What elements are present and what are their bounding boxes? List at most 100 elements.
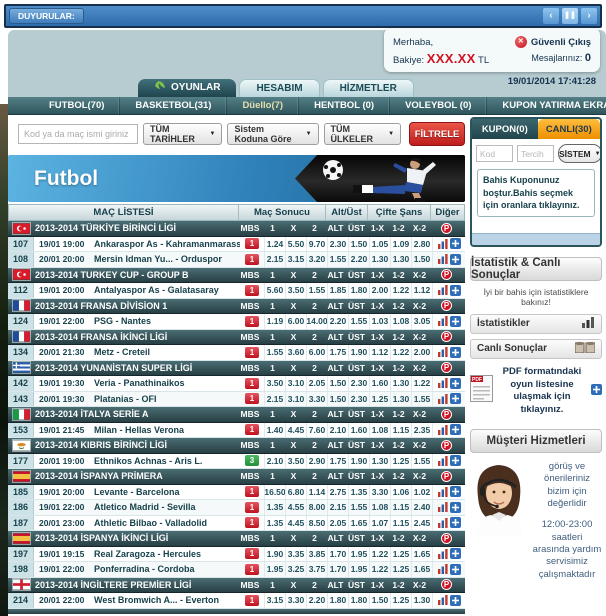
odd-üst[interactable]: 1.95 <box>348 546 369 561</box>
tab-kupon[interactable]: KUPON(0) <box>472 119 538 139</box>
match-teams[interactable]: Antalyaspor As - Galatasaray <box>94 285 219 296</box>
odd-alt[interactable]: 1.70 <box>327 546 348 561</box>
odd-2[interactable]: 9.70 <box>306 236 327 251</box>
odd-alt[interactable]: 1.50 <box>327 376 348 391</box>
odd-alt[interactable]: 1.80 <box>327 593 348 608</box>
odd-1-x[interactable]: 1.07 <box>369 515 390 530</box>
odd-alt[interactable]: 1.55 <box>327 252 348 267</box>
match-teams[interactable]: West Bromwich A... - Everton <box>94 595 220 606</box>
odd-alt[interactable]: 1.85 <box>327 283 348 298</box>
add-plus-icon[interactable] <box>449 253 461 265</box>
add-plus-icon[interactable] <box>449 486 461 498</box>
odd-1-2[interactable]: 1.25 <box>390 593 411 608</box>
odd-x[interactable]: 5.50 <box>285 236 306 251</box>
dates-dropdown[interactable]: TÜM TARİHLER ▼ <box>143 123 223 145</box>
odd-1[interactable]: 2.10 <box>264 453 285 468</box>
match-teams[interactable]: Mersin Idman Yu... - Orduspor <box>94 254 222 265</box>
messages-link[interactable]: Mesajlarınız: 0 <box>515 52 591 64</box>
match-teams[interactable]: Milan - Hellas Verona <box>94 424 185 435</box>
nav-item-futbol-70-[interactable]: FUTBOL(70) <box>34 96 121 115</box>
odd-üst[interactable]: 1.35 <box>348 484 369 499</box>
stats-chart-icon[interactable] <box>437 517 448 528</box>
odd-2[interactable]: 8.00 <box>306 500 327 515</box>
odd-1[interactable]: 1.35 <box>264 515 285 530</box>
coupon-code-input[interactable] <box>476 145 513 162</box>
odd-2[interactable]: 2.90 <box>306 453 327 468</box>
odd-1-x[interactable]: 1.30 <box>369 252 390 267</box>
odd-1-x[interactable]: 1.03 <box>369 314 390 329</box>
odd-x-2[interactable]: 1.30 <box>411 593 432 608</box>
odd-1-2[interactable]: 1.09 <box>390 236 411 251</box>
odd-1[interactable]: 1.95 <box>264 562 285 577</box>
add-plus-icon[interactable] <box>449 346 461 358</box>
odd-alt[interactable]: 1.50 <box>327 391 348 406</box>
odd-1-2[interactable]: 1.15 <box>390 515 411 530</box>
odd-x[interactable]: 3.15 <box>285 252 306 267</box>
search-input[interactable] <box>18 124 138 144</box>
odd-1-x[interactable]: 3.30 <box>369 484 390 499</box>
add-plus-icon[interactable] <box>449 594 461 606</box>
print-p-icon[interactable]: P <box>441 362 452 374</box>
odd-x[interactable]: 3.30 <box>285 593 306 608</box>
add-plus-icon[interactable] <box>449 424 461 436</box>
stats-chart-icon[interactable] <box>437 254 448 265</box>
tab-oyunlar[interactable]: OYUNLAR <box>138 79 237 97</box>
odd-alt[interactable]: 2.20 <box>327 314 348 329</box>
add-plus-icon[interactable] <box>449 548 461 560</box>
print-p-icon[interactable]: P <box>441 300 452 312</box>
live-scores-button[interactable]: Canlı Sonuçlar <box>470 338 602 359</box>
match-teams[interactable]: Athletic Bilbao - Valladolid <box>94 517 208 528</box>
odd-2[interactable]: 3.30 <box>306 391 327 406</box>
odd-x-2[interactable]: 1.55 <box>411 391 432 406</box>
odd-1-2[interactable]: 1.25 <box>390 562 411 577</box>
pdf-download-row[interactable]: PDF PDF formatındaki oyun listesine ulaş… <box>470 366 602 417</box>
odd-1-x[interactable]: 1.25 <box>369 391 390 406</box>
match-teams[interactable]: Real Zaragoza - Hercules <box>94 548 202 559</box>
odd-x[interactable]: 3.25 <box>285 562 306 577</box>
add-plus-icon[interactable] <box>449 284 461 296</box>
print-p-icon[interactable]: P <box>441 331 452 343</box>
odd-1[interactable]: 2.15 <box>264 252 285 267</box>
odd-x[interactable]: 3.10 <box>285 376 306 391</box>
odd-x[interactable]: 3.35 <box>285 546 306 561</box>
nav-item-d-ello-7-[interactable]: Düello(7) <box>227 96 300 115</box>
odd-1-2[interactable]: 1.30 <box>390 252 411 267</box>
odd-2[interactable]: 3.75 <box>306 562 327 577</box>
odd-üst[interactable]: 2.30 <box>348 391 369 406</box>
print-p-icon[interactable]: P <box>441 439 452 451</box>
odd-1[interactable]: 1.90 <box>264 546 285 561</box>
odd-1-2[interactable]: 1.15 <box>390 500 411 515</box>
tab-canli[interactable]: CANLI(30) <box>537 119 600 139</box>
odd-x-2[interactable]: 3.05 <box>411 314 432 329</box>
odd-2[interactable]: 8.50 <box>306 515 327 530</box>
nav-item-basketbol-31-[interactable]: BASKETBOL(31) <box>120 96 228 115</box>
odd-1-x[interactable]: 1.12 <box>369 345 390 360</box>
system-select[interactable]: SİSTEM ▼ <box>558 144 600 163</box>
odd-üst[interactable]: 1.90 <box>348 345 369 360</box>
odd-2[interactable]: 7.60 <box>306 422 327 437</box>
odd-üst[interactable]: 1.95 <box>348 562 369 577</box>
add-plus-icon[interactable] <box>449 315 461 327</box>
odd-1-x[interactable]: 1.22 <box>369 562 390 577</box>
odd-x[interactable]: 6.80 <box>285 484 306 499</box>
odd-alt[interactable]: 2.75 <box>327 484 348 499</box>
match-teams[interactable]: Veria - Panathinaikos <box>94 378 185 389</box>
odd-x-2[interactable]: 1.12 <box>411 283 432 298</box>
odd-üst[interactable]: 1.65 <box>348 515 369 530</box>
match-teams[interactable]: PSG - Nantes <box>94 316 152 327</box>
odd-1-x[interactable]: 1.60 <box>369 376 390 391</box>
match-teams[interactable]: Platanias - OFI <box>94 393 157 404</box>
odd-2[interactable]: 14.00 <box>306 314 328 329</box>
odd-x[interactable]: 4.55 <box>285 500 306 515</box>
odd-1-2[interactable]: 1.15 <box>390 422 411 437</box>
odd-alt[interactable]: 1.75 <box>327 453 348 468</box>
odd-2[interactable]: 1.55 <box>306 283 327 298</box>
odd-x-2[interactable]: 1.50 <box>411 252 432 267</box>
odd-x[interactable]: 3.50 <box>285 453 306 468</box>
odd-üst[interactable]: 1.60 <box>348 422 369 437</box>
odd-üst[interactable]: 1.55 <box>348 314 369 329</box>
odd-x-2[interactable]: 1.55 <box>411 453 432 468</box>
logout-button[interactable]: ✕ Güvenli Çıkış <box>514 36 591 48</box>
odd-1-x[interactable]: 1.30 <box>369 453 390 468</box>
odd-1[interactable]: 5.60 <box>264 283 285 298</box>
